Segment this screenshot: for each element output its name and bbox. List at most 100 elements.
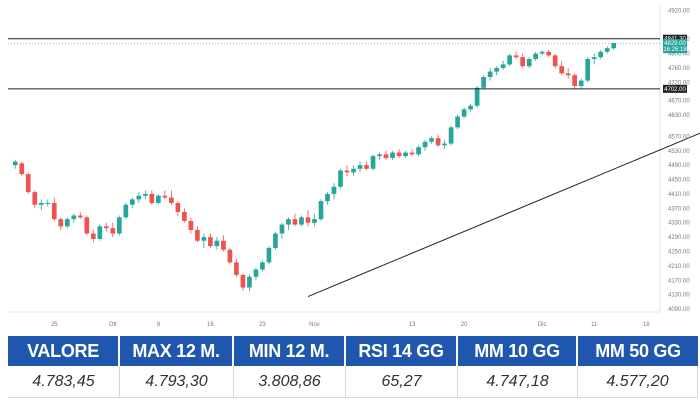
- candle-down: [520, 57, 525, 67]
- candle-up: [591, 57, 597, 59]
- y-tick-label: 4800.00: [668, 52, 690, 58]
- stats-table: VALORE MAX 12 M. MIN 12 M. RSI 14 GG MM …: [8, 336, 698, 398]
- x-tick-label: Ott: [109, 322, 117, 328]
- candle-up: [494, 67, 499, 72]
- y-tick-label: 4290.00: [668, 235, 690, 241]
- x-tick-label: 11: [591, 322, 598, 328]
- candle-down: [51, 202, 57, 220]
- stat-value-rsi-14gg: 65,27: [346, 366, 458, 398]
- y-tick-label: 4720.00: [668, 80, 690, 86]
- candle-up: [136, 195, 142, 200]
- candle-down: [234, 262, 239, 275]
- candle-up: [507, 55, 512, 65]
- candle-up: [325, 193, 330, 202]
- candle-up: [533, 53, 538, 59]
- y-tick-label: 4570.00: [668, 134, 690, 140]
- candle-down: [409, 152, 415, 155]
- candle-up: [461, 109, 467, 117]
- candle-down: [292, 219, 298, 225]
- candle-up: [130, 199, 135, 205]
- y-tick-label: 4490.00: [668, 163, 690, 169]
- candle-down: [513, 55, 519, 58]
- stat-header-mm-50gg: MM 50 GG: [578, 336, 698, 366]
- candle-up: [578, 80, 584, 86]
- y-tick-label: 4090.00: [668, 307, 690, 313]
- candle-up: [487, 71, 493, 77]
- candle-up: [247, 276, 252, 288]
- last-price-time-text: 16:26:18: [663, 47, 687, 53]
- candle-down: [182, 211, 187, 221]
- stat-header-max-12m: MAX 12 M.: [120, 336, 234, 366]
- candle-up: [390, 152, 395, 158]
- candle-down: [396, 152, 402, 157]
- y-tick-label: 4130.00: [668, 293, 690, 299]
- candle-up: [429, 138, 434, 142]
- candle-up: [481, 76, 486, 88]
- candle-up: [123, 204, 129, 218]
- candle-up: [71, 215, 77, 220]
- candle-down: [188, 220, 194, 230]
- candle-up: [611, 43, 617, 49]
- y-tick-label: 4450.00: [668, 178, 690, 184]
- candle-down: [559, 66, 565, 74]
- candle-up: [351, 168, 356, 173]
- y-axis: 4920.004840.004800.004760.004720.004670.…: [668, 8, 690, 313]
- candle-down: [25, 174, 31, 193]
- candle-up: [266, 247, 272, 263]
- x-axis: 25Ott91623Nov1320Dic11182024816: [51, 322, 650, 328]
- candle-up: [474, 87, 480, 106]
- candle-up: [273, 233, 278, 248]
- x-tick-label: 9: [157, 322, 161, 328]
- level-label-box: [663, 84, 687, 93]
- candle-up: [12, 161, 18, 166]
- candle-down: [546, 51, 552, 56]
- candle-up: [357, 165, 363, 169]
- candle-up: [377, 154, 382, 157]
- candle-down: [208, 237, 213, 247]
- x-tick-label: 20: [461, 322, 468, 328]
- candle-up: [64, 219, 70, 227]
- candle-up: [38, 202, 44, 205]
- candle-down: [435, 138, 441, 146]
- y-tick-label: 4920.00: [668, 8, 690, 14]
- y-tick-label: 4170.00: [668, 278, 690, 284]
- candle-up: [604, 48, 610, 52]
- candle-up: [442, 143, 447, 146]
- candle-down: [110, 228, 116, 234]
- candles-layer: [12, 42, 617, 292]
- candle-down: [84, 217, 90, 234]
- candle-up: [455, 116, 460, 128]
- stat-header-min-12m: MIN 12 M.: [234, 336, 346, 366]
- x-tick-label: 25: [51, 322, 58, 328]
- y-tick-label: 4630.00: [668, 113, 690, 119]
- lines-layer: [8, 38, 700, 297]
- candle-up: [143, 193, 148, 196]
- y-tick-label: 4410.00: [668, 192, 690, 198]
- candle-up: [331, 186, 337, 194]
- candle-down: [305, 217, 311, 223]
- candle-down: [221, 240, 226, 250]
- plot-background: [8, 5, 660, 312]
- candle-down: [77, 215, 83, 218]
- y-tick-label: 4530.00: [668, 149, 690, 155]
- y-tick-label: 4760.00: [668, 66, 690, 72]
- stat-header-rsi-14gg: RSI 14 GG: [346, 336, 458, 366]
- candle-up: [416, 147, 421, 155]
- candle-up: [279, 224, 285, 234]
- stat-value-max-12m: 4.793,30: [120, 366, 234, 398]
- candle-up: [214, 240, 220, 247]
- candle-up: [260, 262, 265, 270]
- stat-header-mm-10gg: MM 10 GG: [458, 336, 578, 366]
- candle-up: [500, 64, 506, 68]
- last-price-label-box: [663, 39, 687, 54]
- candle-up: [526, 58, 532, 67]
- candle-down: [572, 75, 578, 86]
- x-tick-label: 23: [259, 322, 266, 328]
- candle-up: [338, 170, 343, 187]
- candle-up: [97, 226, 103, 239]
- candle-down: [103, 226, 109, 229]
- candle-down: [195, 229, 200, 241]
- candle-up: [116, 217, 122, 234]
- y-tick-label: 4370.00: [668, 206, 690, 212]
- candle-down: [364, 165, 369, 169]
